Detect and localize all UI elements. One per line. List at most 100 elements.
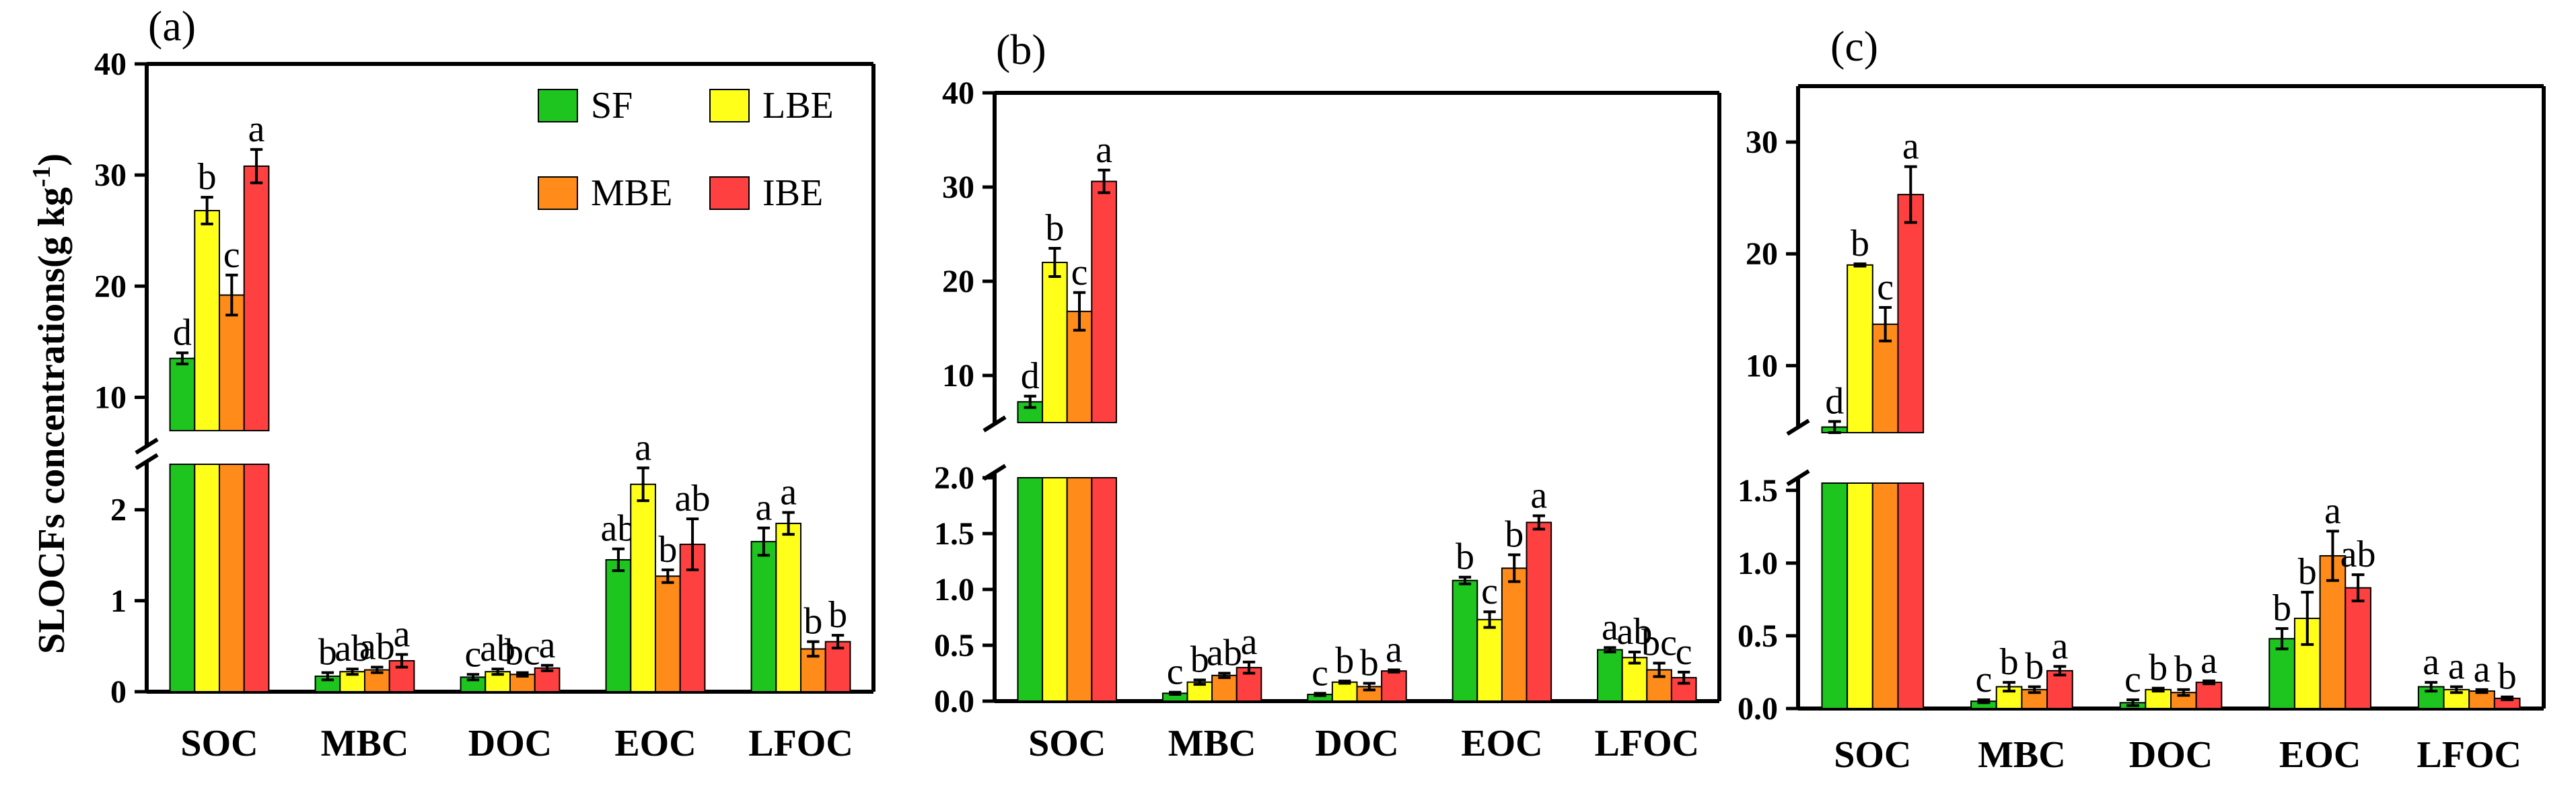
significance-letter: a: [1902, 126, 1919, 168]
significance-letter: b: [1045, 207, 1064, 249]
bar-MBE-EOC: [1501, 567, 1528, 702]
significance-letter: b: [1335, 640, 1354, 682]
bar-IBE-EOC: [1526, 521, 1552, 702]
bar-SF-SOC: [169, 464, 196, 692]
significance-letter: b: [1360, 642, 1379, 684]
significance-letter: a: [1602, 606, 1618, 648]
x-tick-label: DOC: [468, 723, 552, 764]
significance-letter: a: [1096, 129, 1112, 171]
y-tick-label: 10: [942, 358, 974, 394]
significance-letter: bc: [505, 632, 540, 674]
significance-letter: a: [394, 614, 410, 655]
significance-letter: ab: [334, 628, 370, 670]
bar-SF-SOC: [169, 357, 196, 431]
x-tick-label: DOC: [1315, 723, 1398, 764]
y-tick-label: 2: [110, 493, 127, 528]
bar-SF-EOC: [1452, 579, 1478, 702]
bar-IBE-SOC: [1897, 482, 1925, 709]
bar-IBE-SOC: [1091, 180, 1117, 423]
bar-MBE-SOC: [219, 464, 245, 692]
bar-IBE-EOC: [2345, 587, 2371, 710]
legend-label-MBE: MBE: [591, 172, 672, 214]
axis-break-mark: [1786, 419, 1810, 436]
significance-letter: b: [803, 601, 822, 643]
bar-IBE-DOC: [2195, 682, 2223, 710]
x-tick-label: SOC: [1028, 723, 1106, 764]
y-tick-label: 40: [942, 75, 974, 111]
x-tick-label: EOC: [2279, 734, 2361, 776]
panel-label: (c): [1830, 22, 1878, 70]
y-tick-label: 30: [94, 157, 127, 193]
significance-letter: c: [2124, 659, 2141, 700]
significance-letter: a: [780, 472, 797, 513]
significance-letter: b: [2298, 551, 2317, 593]
y-tick-label: 0: [110, 674, 127, 710]
x-tick-label: MBC: [321, 723, 409, 764]
y-tick-label: 30: [942, 170, 974, 205]
bar-LBE-EOC: [630, 483, 657, 693]
significance-letter: a: [1241, 621, 1258, 663]
significance-letter: a: [635, 427, 651, 468]
legend-swatch-LBE: [709, 89, 750, 122]
y-tick-label: 2.0: [934, 460, 974, 496]
significance-letter: b: [2149, 647, 2168, 689]
bar-LBE-LFOC: [775, 522, 802, 692]
bar-IBE-DOC: [1381, 670, 1407, 702]
significance-letter: d: [1825, 380, 1844, 422]
bar-LBE-LFOC: [1621, 657, 1648, 702]
bar-LBE-SOC: [1847, 482, 1873, 709]
significance-letter: d: [173, 312, 192, 353]
significance-letter: b: [1505, 514, 1524, 556]
significance-letter: ab: [1617, 611, 1653, 653]
significance-letter: c: [1481, 571, 1498, 612]
legend-label-SF: SF: [591, 85, 633, 126]
bar-IBE-SOC: [243, 464, 270, 692]
bar-LBE-SOC: [1042, 262, 1068, 423]
legend-label-IBE: IBE: [762, 172, 823, 214]
significance-letter: b: [2498, 656, 2517, 698]
y-tick-label: 40: [94, 46, 127, 82]
significance-letter: ab: [2340, 534, 2376, 575]
significance-letter: a: [2423, 641, 2439, 683]
x-tick-label: MBC: [1978, 734, 2066, 776]
significance-letter: a: [1386, 629, 1402, 671]
significance-letter: c: [1676, 631, 1692, 673]
significance-letter: a: [1530, 474, 1547, 516]
bar-SF-EOC: [605, 558, 632, 693]
y-tick-label: 20: [94, 268, 127, 304]
significance-letter: b: [2000, 641, 2019, 683]
y-tick-label: 1.5: [1738, 473, 1778, 509]
bar-IBE-SOC: [243, 165, 270, 431]
significance-letter: a: [2051, 625, 2068, 667]
legend-swatch-IBE: [709, 176, 750, 210]
legend-label-LBE: LBE: [762, 85, 834, 126]
bar-LBE-EOC: [1476, 618, 1503, 702]
y-axis-title-exponent: -1: [28, 166, 56, 188]
bar-LBE-DOC: [1331, 681, 1358, 702]
bar-LBE-DOC: [2145, 688, 2172, 709]
axis-break-mark: [1786, 469, 1810, 486]
bar-LBE-SOC: [194, 464, 220, 692]
bar-MBE-EOC: [655, 575, 681, 693]
y-tick-label: 0.5: [934, 628, 974, 663]
y-tick-label: 0.0: [934, 684, 974, 719]
significance-letter: b: [658, 529, 677, 571]
x-tick-label: LFOC: [2417, 734, 2521, 776]
bar-LBE-SOC: [1042, 477, 1068, 702]
bar-IBE-SOC: [1091, 477, 1117, 702]
axis-break-mark: [135, 453, 159, 470]
y-tick-label: 1: [110, 583, 127, 619]
y-tick-label: 30: [1746, 124, 1778, 160]
significance-letter: a: [2324, 490, 2341, 532]
y-tick-label: 0.5: [1738, 618, 1778, 654]
significance-letter: b: [2025, 646, 2044, 688]
x-tick-label: SOC: [1834, 734, 1911, 776]
significance-letter: c: [1877, 266, 1894, 308]
panel-label: (b): [996, 26, 1046, 73]
significance-letter: ab: [675, 478, 711, 519]
significance-letter: c: [1975, 659, 1992, 700]
bar-MBE-SOC: [219, 294, 245, 431]
significance-letter: b: [198, 156, 217, 198]
y-tick-label: 0.0: [1738, 691, 1778, 727]
